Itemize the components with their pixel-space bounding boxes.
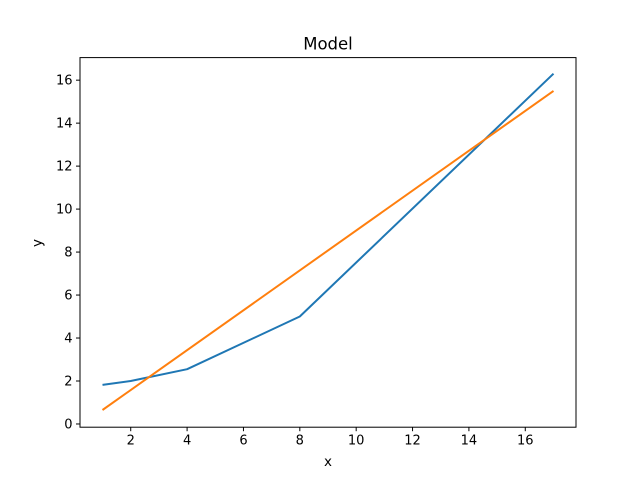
plot-border [79, 57, 577, 428]
y-tick-label: 2 [64, 375, 72, 390]
ticks-layer: 2 4 6 8 10 12 14 16 0 2 4 6 8 10 12 14 16 [56, 74, 534, 449]
x-tick-label: 8 [296, 434, 304, 449]
chart-title: Model [303, 35, 353, 54]
x-tick-label: 4 [183, 434, 191, 449]
series-2-line [101, 90, 555, 411]
y-tick-label: 4 [64, 332, 72, 347]
y-tick-label: 8 [64, 246, 72, 261]
x-tick-label: 16 [517, 434, 534, 449]
y-tick-label: 14 [56, 117, 73, 132]
x-tick-label: 2 [127, 434, 135, 449]
y-tick-label: 16 [56, 74, 73, 89]
x-tick-label: 6 [239, 434, 247, 449]
y-tick-label: 10 [56, 203, 73, 218]
y-tick-label: 12 [56, 160, 73, 175]
y-tick-label: 6 [64, 289, 72, 304]
x-axis-label: x [324, 454, 332, 470]
x-tick-label: 10 [348, 434, 365, 449]
series-1-line [102, 72, 555, 386]
y-tick-label: 0 [64, 417, 72, 432]
x-tick-label: 12 [404, 434, 421, 449]
x-tick-label: 14 [461, 434, 478, 449]
y-axis-label: y [29, 239, 45, 247]
series-layer [101, 72, 555, 411]
